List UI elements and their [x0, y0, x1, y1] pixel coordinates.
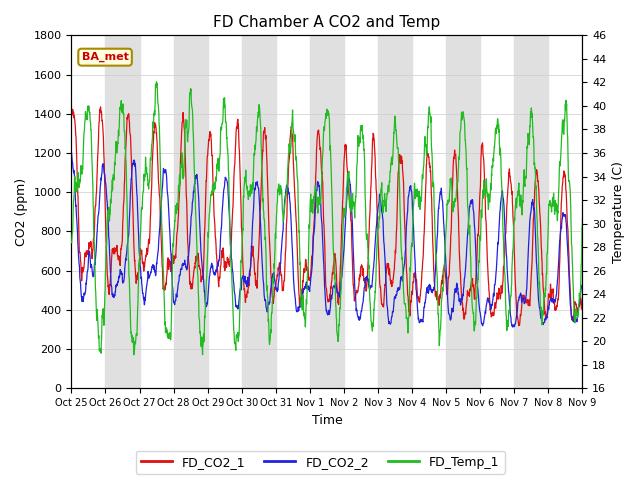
Bar: [378, 36, 412, 388]
Y-axis label: CO2 (ppm): CO2 (ppm): [15, 178, 28, 246]
Text: BA_met: BA_met: [82, 52, 129, 62]
Bar: [446, 36, 480, 388]
Bar: [310, 36, 344, 388]
Legend: FD_CO2_1, FD_CO2_2, FD_Temp_1: FD_CO2_1, FD_CO2_2, FD_Temp_1: [136, 451, 504, 474]
Bar: [173, 36, 208, 388]
Title: FD Chamber A CO2 and Temp: FD Chamber A CO2 and Temp: [213, 15, 440, 30]
Y-axis label: Temperature (C): Temperature (C): [612, 161, 625, 263]
X-axis label: Time: Time: [312, 414, 342, 427]
Bar: [106, 36, 140, 388]
Bar: [515, 36, 548, 388]
Bar: [242, 36, 276, 388]
